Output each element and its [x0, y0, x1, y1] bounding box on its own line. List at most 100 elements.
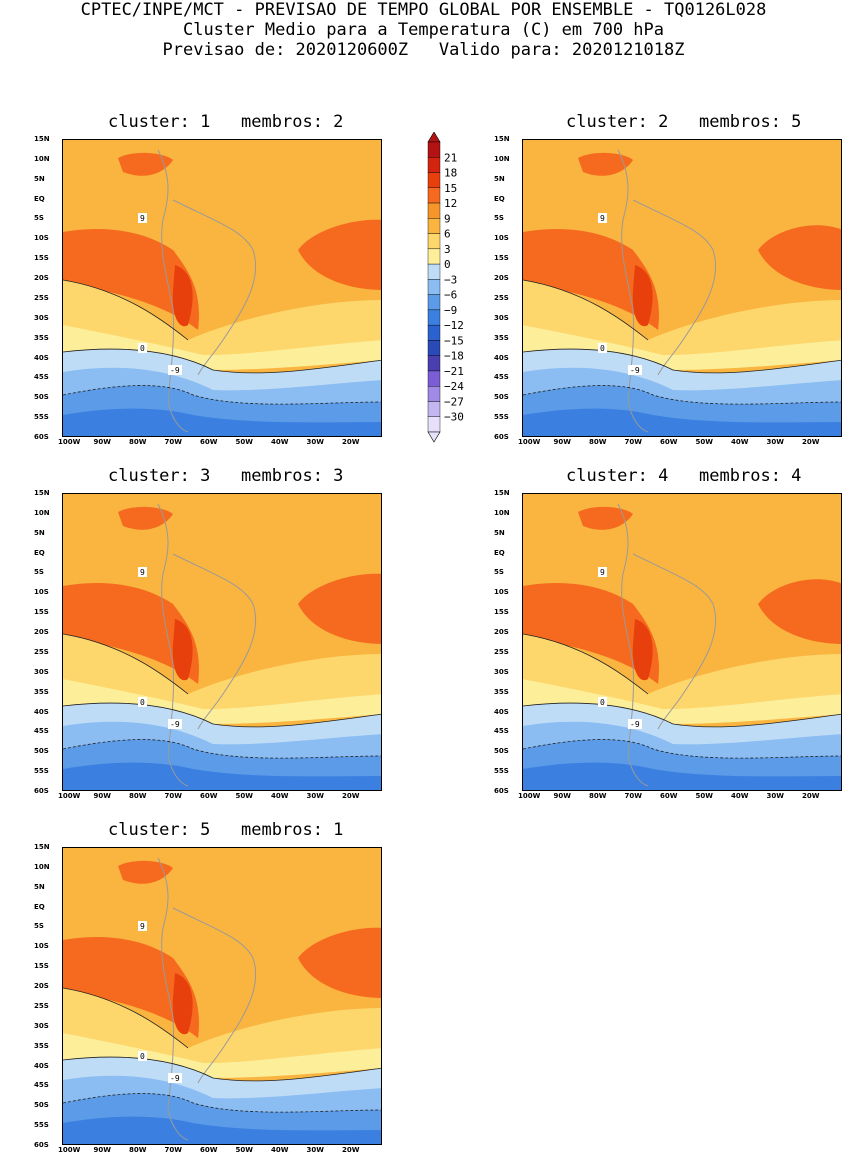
lat-tick-label: 5N [494, 174, 505, 183]
lon-tick-label: 70W [164, 1146, 182, 1154]
lat-tick-label: 60S [34, 1141, 49, 1149]
colorbar-swatch [427, 401, 441, 417]
lat-tick-label: 15N [34, 843, 50, 851]
lat-tick-label: 40S [34, 353, 49, 362]
main-title: CPTEC/INPE/MCT - PREVISAO DE TEMPO GLOBA… [80, 0, 767, 20]
contour-label-0: 0 [138, 1051, 147, 1061]
lon-tick-label: 40W [271, 792, 289, 800]
temperature-map: 9 0 -9 [62, 847, 382, 1145]
lat-tick-label: 15S [34, 254, 49, 263]
lat-tick-label: 20S [494, 628, 509, 637]
lat-tick-label: 10S [34, 942, 49, 951]
contour-label-0: 0 [138, 343, 147, 353]
colorbar-label: −6 [444, 289, 457, 302]
lat-tick-label: 40S [34, 1061, 49, 1070]
lat-tick-label: 30S [494, 313, 509, 322]
svg-text:0: 0 [140, 1052, 145, 1061]
colorbar-swatch [427, 340, 441, 356]
lat-tick-label: 10S [494, 234, 509, 243]
lat-tick-label: 25S [494, 647, 509, 656]
lat-tick-label: 10N [494, 154, 510, 163]
colorbar-swatch [427, 324, 441, 341]
colorbar-label: 18 [444, 167, 457, 180]
panel-title: cluster: 4 membros: 4 [566, 466, 802, 486]
svg-text:9: 9 [140, 568, 145, 577]
lat-tick-label: 10N [34, 154, 50, 163]
lat-tick-label: 30S [34, 1021, 49, 1030]
lat-tick-label: 50S [34, 1101, 49, 1110]
lat-tick-label: 45S [34, 1081, 49, 1090]
lon-tick-label: 80W [129, 1146, 147, 1154]
lat-tick-label: 5S [34, 214, 44, 223]
lat-tick-label: 20S [34, 982, 49, 991]
svg-text:9: 9 [140, 214, 145, 223]
colorbar-label: −30 [444, 411, 464, 424]
colorbar-swatch [427, 279, 441, 295]
temperature-map: 9 0 -9 [62, 139, 382, 437]
subtitle: Cluster Medio para a Temperatura (C) em … [182, 20, 665, 40]
lon-tick-label: 40W [731, 792, 749, 800]
lat-tick-label: 35S [494, 333, 509, 342]
colorbar-label: 21 [444, 151, 457, 164]
temperature-map: 9 0 -9 [522, 139, 842, 437]
lon-tick-label: 30W [306, 438, 324, 446]
svg-text:-9: -9 [170, 1074, 180, 1083]
lat-tick-label: 5N [34, 882, 45, 891]
lat-tick-label: 40S [494, 353, 509, 362]
lon-tick-label: 50W [235, 438, 253, 446]
lon-tick-label: 100W [58, 792, 81, 800]
lat-tick-label: 15S [494, 608, 509, 617]
lon-tick-label: 30W [306, 792, 324, 800]
lat-tick-label: 5S [494, 568, 504, 577]
lat-tick-label: 60S [34, 787, 49, 795]
lat-tick-label: 35S [34, 687, 49, 696]
colorbar-swatch [427, 233, 441, 250]
colorbar-label: 0 [444, 258, 451, 271]
contour-label-0: 0 [598, 343, 607, 353]
colorbar-swatch [427, 187, 441, 204]
lon-tick-label: 60W [200, 792, 218, 800]
lon-tick-label: 70W [624, 438, 642, 446]
lat-tick-label: 15S [34, 962, 49, 971]
colorbar-swatch [427, 386, 441, 402]
lon-tick-label: 90W [93, 438, 111, 446]
contour-label-9: 9 [138, 921, 147, 931]
panel-title: cluster: 1 membros: 2 [108, 112, 344, 132]
lon-tick-label: 90W [553, 792, 571, 800]
lon-tick-label: 100W [518, 438, 541, 446]
lat-tick-label: 30S [494, 667, 509, 676]
colorbar-label: −12 [444, 319, 464, 332]
lat-tick-label: 5S [494, 214, 504, 223]
contour-label-9: 9 [138, 567, 147, 577]
lon-tick-label: 60W [660, 792, 678, 800]
lat-tick-label: 10N [34, 862, 50, 871]
colorbar-label: −15 [444, 334, 464, 347]
colorbar-swatch [427, 157, 441, 173]
colorbar-swatch [427, 370, 441, 387]
colorbar-label: −27 [444, 395, 464, 408]
colorbar-label: −21 [444, 365, 464, 378]
contour-label-0: 0 [138, 697, 147, 707]
lat-tick-label: 55S [494, 413, 509, 422]
lat-tick-label: 15S [34, 608, 49, 617]
colorbar-label: 12 [444, 197, 457, 210]
temperature-colorbar: 21 18 15 12 9 6 3 0 −3 −6 −9 −12 −15 −18 −21 −24 −27 −30 [427, 132, 464, 443]
lon-tick-label: 50W [695, 792, 713, 800]
lon-tick-label: 50W [235, 792, 253, 800]
svg-text:9: 9 [140, 922, 145, 931]
colorbar-label: −3 [444, 273, 457, 286]
svg-text:9: 9 [600, 214, 605, 223]
lon-tick-label: 20W [802, 792, 820, 800]
lon-tick-label: 20W [802, 438, 820, 446]
lat-tick-label: 25S [34, 1001, 49, 1010]
svg-text:-9: -9 [630, 366, 640, 375]
lat-tick-label: EQ [34, 548, 45, 557]
lat-tick-label: 50S [34, 747, 49, 756]
lat-tick-label: 25S [34, 293, 49, 302]
svg-text:-9: -9 [170, 366, 180, 375]
svg-text:-9: -9 [170, 720, 180, 729]
colorbar-label: 9 [444, 212, 451, 225]
lat-tick-label: 10S [494, 588, 509, 597]
lat-tick-label: 10S [34, 234, 49, 243]
lat-tick-label: 5N [34, 528, 45, 537]
